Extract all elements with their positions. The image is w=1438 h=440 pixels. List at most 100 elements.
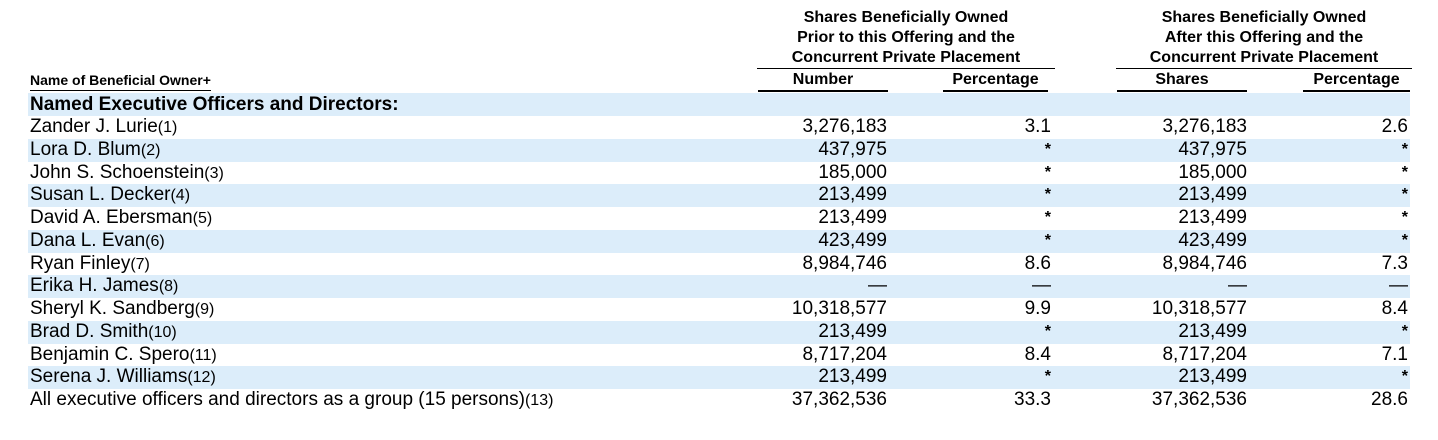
footnote-ref: (1) bbox=[157, 119, 178, 136]
footnote-ref: (6) bbox=[145, 232, 165, 250]
owner-name-cell: Zander J. Lurie(1) bbox=[30, 116, 177, 140]
owner-name: Lora D. Blum bbox=[30, 138, 141, 160]
after-shares-cell: — bbox=[1228, 275, 1247, 297]
owner-name: Erika H. James bbox=[30, 275, 159, 297]
prior-number-cell: 213,499 bbox=[818, 320, 887, 342]
section-header-row: Named Executive Officers and Directors: bbox=[28, 93, 1410, 116]
prior-number-cell: 213,499 bbox=[818, 366, 887, 388]
owner-name-cell: Sheryl K. Sandberg(9) bbox=[30, 298, 214, 322]
owner-name-cell: Ryan Finley(7) bbox=[30, 253, 150, 277]
prior-header-line-2: Prior to this Offering and the bbox=[797, 29, 1015, 46]
table-row: David A. Ebersman(5) 213,499 * 213,499 * bbox=[28, 207, 1410, 230]
prior-percentage-cell: 33.3 bbox=[1014, 389, 1051, 410]
prior-percentage-cell: 8.4 bbox=[1024, 343, 1051, 365]
owner-name-cell: Erika H. James(8) bbox=[30, 275, 178, 299]
prior-number-cell: 8,984,746 bbox=[802, 252, 887, 274]
footnote-ref: (8) bbox=[158, 278, 179, 296]
table-row: Erika H. James(8) — — — — bbox=[28, 275, 1410, 298]
after-percentage-cell: 8.4 bbox=[1381, 298, 1408, 319]
owner-name-cell: David A. Ebersman(5) bbox=[30, 207, 212, 231]
after-percentage-cell: * bbox=[1401, 368, 1408, 386]
prior-percentage-header: Percentage bbox=[943, 70, 1048, 92]
owner-name: Ryan Finley bbox=[30, 252, 131, 274]
footnote-ref: (2) bbox=[140, 141, 161, 159]
owner-name-cell: John S. Schoenstein(3) bbox=[30, 162, 224, 186]
after-percentage-header: Percentage bbox=[1303, 70, 1410, 92]
prior-number-cell: 213,499 bbox=[818, 184, 887, 206]
prior-number-cell: 8,717,204 bbox=[802, 343, 887, 365]
footnote-ref: (7) bbox=[130, 255, 150, 273]
after-percentage-cell: 7.3 bbox=[1381, 252, 1408, 274]
prior-percentage-cell: 9.9 bbox=[1024, 298, 1051, 319]
after-shares-cell: 8,717,204 bbox=[1162, 343, 1247, 365]
prior-percentage-cell: 8.6 bbox=[1024, 252, 1051, 274]
owner-name: John S. Schoenstein bbox=[30, 161, 205, 183]
owner-name: Benjamin C. Spero bbox=[30, 343, 190, 365]
after-percentage-cell: 28.6 bbox=[1371, 389, 1408, 410]
prior-number-cell: 213,499 bbox=[818, 207, 887, 228]
after-shares-cell: 10,318,577 bbox=[1151, 298, 1247, 319]
after-header-line-2: After this Offering and the bbox=[1164, 29, 1364, 46]
prior-percentage-cell: * bbox=[1044, 140, 1051, 158]
prior-offering-group-header: Shares Beneficially Owned Prior to this … bbox=[757, 8, 1055, 69]
after-header-line-3: Concurrent Private Placement bbox=[1116, 48, 1412, 69]
table-row: John S. Schoenstein(3) 185,000 * 185,000 * bbox=[28, 162, 1410, 185]
footnote-ref: (11) bbox=[189, 346, 217, 364]
after-percentage-cell: * bbox=[1401, 186, 1408, 204]
after-percentage-cell: * bbox=[1401, 231, 1408, 249]
owner-name-cell: Benjamin C. Spero(11) bbox=[30, 344, 217, 368]
table-row: Sheryl K. Sandberg(9) 10,318,577 9.9 10,318… bbox=[28, 298, 1410, 321]
prior-number-header: Number bbox=[758, 70, 888, 92]
owner-name-cell: All executive officers and directors as … bbox=[30, 389, 553, 413]
after-shares-cell: 213,499 bbox=[1178, 184, 1247, 206]
prior-number-cell: 3,276,183 bbox=[802, 116, 887, 137]
table-row: Dana L. Evan(6) 423,499 * 423,499 * bbox=[28, 229, 1410, 253]
section-title: Named Executive Officers and Directors: bbox=[30, 94, 399, 115]
prior-header-line-3: Concurrent Private Placement bbox=[757, 48, 1055, 69]
prior-percentage-cell: * bbox=[1044, 368, 1051, 386]
prior-percentage-cell: * bbox=[1044, 209, 1051, 226]
after-shares-cell: 437,975 bbox=[1178, 138, 1247, 160]
prior-percentage-cell: — bbox=[1032, 275, 1051, 297]
table-row: Ryan Finley(7) 8,984,746 8.6 8,984,746 7.3 bbox=[28, 253, 1410, 276]
after-shares-header: Shares bbox=[1117, 70, 1247, 92]
after-shares-cell: 423,499 bbox=[1178, 229, 1247, 251]
table-row: Benjamin C. Spero(11) 8,717,204 8.4 8,717,2… bbox=[28, 344, 1410, 367]
owner-name: Brad D. Smith bbox=[30, 320, 149, 342]
owner-name: Sheryl K. Sandberg bbox=[30, 298, 195, 319]
prior-percentage-cell: * bbox=[1044, 163, 1051, 181]
footnote-ref: (13) bbox=[524, 392, 554, 409]
footnote-ref: (10) bbox=[148, 323, 177, 341]
after-percentage-cell: * bbox=[1401, 163, 1408, 181]
after-shares-cell: 185,000 bbox=[1178, 161, 1247, 183]
prior-percentage-cell: * bbox=[1044, 231, 1051, 249]
after-percentage-cell: 7.1 bbox=[1381, 343, 1408, 365]
owner-name: Susan L. Decker bbox=[30, 184, 171, 206]
prior-number-cell: 437,975 bbox=[818, 138, 887, 160]
table-row: All executive officers and directors as … bbox=[28, 389, 1410, 412]
after-offering-group-header: Shares Beneficially Owned After this Off… bbox=[1116, 8, 1412, 69]
owner-name: Serena J. Williams bbox=[30, 366, 188, 388]
prior-percentage-cell: 3.1 bbox=[1024, 116, 1051, 137]
owner-name-cell: Susan L. Decker(4) bbox=[30, 184, 190, 208]
footnote-ref: (12) bbox=[187, 369, 216, 387]
prior-header-line-1: Shares Beneficially Owned bbox=[803, 9, 1009, 26]
owner-name-cell: Lora D. Blum(2) bbox=[30, 139, 160, 163]
after-shares-cell: 3,276,183 bbox=[1162, 116, 1247, 137]
table-row: Brad D. Smith(10) 213,499 * 213,499 * bbox=[28, 320, 1410, 344]
after-shares-cell: 213,499 bbox=[1178, 320, 1247, 342]
after-percentage-cell: 2.6 bbox=[1381, 116, 1408, 137]
footnote-ref: (4) bbox=[170, 187, 191, 205]
footnote-ref: (9) bbox=[194, 301, 215, 318]
name-column-header: Name of Beneficial Owner+ bbox=[30, 70, 211, 91]
after-shares-cell: 213,499 bbox=[1178, 366, 1247, 388]
footnote-ref: (5) bbox=[192, 210, 213, 227]
owner-name-cell: Serena J. Williams(12) bbox=[30, 366, 216, 390]
owner-name: Zander J. Lurie bbox=[30, 116, 158, 137]
owner-name: All executive officers and directors as … bbox=[30, 389, 525, 410]
table-row: Zander J. Lurie(1) 3,276,183 3.1 3,276,183 2… bbox=[28, 116, 1410, 139]
prior-percentage-cell: * bbox=[1044, 322, 1051, 340]
after-shares-cell: 37,362,536 bbox=[1151, 389, 1247, 410]
after-percentage-cell: * bbox=[1401, 140, 1408, 158]
prior-number-cell: — bbox=[868, 275, 887, 297]
